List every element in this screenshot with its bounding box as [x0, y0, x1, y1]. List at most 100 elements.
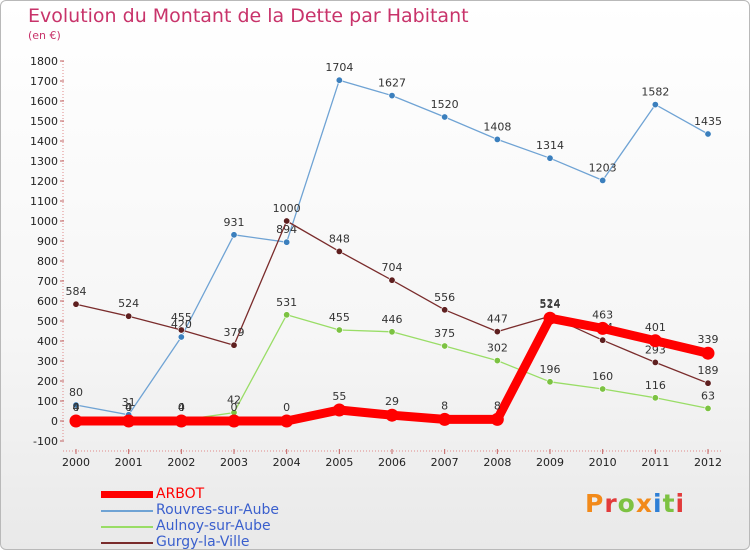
series-line-gurgy-la-ville — [75, 220, 709, 384]
data-point — [490, 412, 504, 426]
y-tick-label: 700 — [37, 275, 58, 288]
data-point — [388, 92, 396, 100]
y-tick-label: 300 — [37, 355, 58, 368]
data-point — [493, 135, 501, 143]
series-line-rouvres-sur-aube — [75, 79, 709, 416]
y-tick-label: 1600 — [30, 95, 58, 108]
data-label: 29 — [385, 395, 399, 408]
data-label: 1408 — [483, 120, 511, 133]
legend-label: ARBOT — [156, 486, 205, 502]
data-point — [283, 311, 291, 319]
y-tick-label: -100 — [33, 435, 58, 448]
legend-label: Aulnoy-sur-Aube — [156, 518, 271, 534]
data-point — [335, 76, 343, 84]
data-point — [72, 300, 80, 308]
data-point — [441, 113, 449, 121]
data-label: 1627 — [378, 77, 406, 90]
data-label: 0 — [283, 401, 290, 414]
data-label: 531 — [276, 296, 297, 309]
data-label: 196 — [540, 363, 561, 376]
data-point — [174, 414, 188, 428]
data-label: 4 — [178, 401, 185, 414]
logo-letter: x — [635, 489, 653, 518]
x-tick-label: 2004 — [273, 456, 301, 469]
data-point — [125, 312, 133, 320]
y-tick-label: 1300 — [30, 155, 58, 168]
data-point — [227, 414, 241, 428]
y-tick-label: 400 — [37, 335, 58, 348]
data-point — [701, 346, 715, 360]
data-point — [332, 403, 346, 417]
data-point — [441, 306, 449, 314]
data-label: 514 — [540, 298, 561, 311]
data-label: 556 — [434, 291, 455, 304]
y-tick-label: 100 — [37, 395, 58, 408]
data-label: 0 — [125, 401, 132, 414]
data-point — [438, 412, 452, 426]
data-label: 302 — [487, 342, 508, 355]
data-label: 420 — [171, 318, 192, 331]
data-label: 42 — [227, 394, 241, 407]
legend-swatch — [101, 491, 153, 498]
legend-label: Gurgy-la-Ville — [156, 534, 250, 550]
data-label: 524 — [118, 297, 139, 310]
data-point — [704, 379, 712, 387]
data-label: 63 — [701, 389, 715, 402]
data-point — [546, 154, 554, 162]
data-label: 55 — [332, 390, 346, 403]
data-point — [651, 101, 659, 109]
proxiti-logo: Proxiti — [585, 489, 685, 518]
chart-title: Evolution du Montant de la Dette par Hab… — [28, 5, 469, 27]
data-point — [493, 357, 501, 365]
data-label: 80 — [69, 386, 83, 399]
logo-letter: i — [653, 489, 663, 518]
data-point — [335, 247, 343, 255]
data-label: 584 — [66, 285, 87, 298]
y-tick-label: 1700 — [30, 75, 58, 88]
data-point — [69, 414, 83, 428]
series-gurgy-la-ville: 5845244553791000848704556447524404293189 — [66, 202, 719, 387]
legend-label: Rouvres-sur-Aube — [156, 502, 279, 518]
data-point — [546, 378, 554, 386]
data-label: 1582 — [641, 86, 669, 99]
data-label: 1203 — [589, 161, 617, 174]
data-label: 339 — [698, 333, 719, 346]
data-label: 4 — [125, 401, 132, 414]
data-point — [72, 401, 80, 409]
data-label: 8 — [441, 399, 448, 412]
data-label: 8 — [494, 399, 501, 412]
series-aulnoy-sur-aube: 4 4 4 42 531 455 446 375 302 196 160 116 63 — [73, 296, 715, 424]
y-tick-label: 1200 — [30, 175, 58, 188]
y-tick-label: 0 — [51, 415, 58, 428]
data-point — [651, 358, 659, 366]
data-point — [388, 276, 396, 284]
data-point — [177, 326, 185, 334]
data-point — [230, 231, 238, 239]
legend-swatch — [101, 526, 153, 528]
x-tick-label: 2011 — [641, 456, 669, 469]
data-label: 1435 — [694, 115, 722, 128]
y-tick-label: 1400 — [30, 135, 58, 148]
data-label: 189 — [698, 364, 719, 377]
data-label: 116 — [645, 379, 666, 392]
y-tick-label: 1000 — [30, 215, 58, 228]
data-point — [441, 342, 449, 350]
data-label: 401 — [645, 321, 666, 334]
data-point — [651, 394, 659, 402]
data-point — [704, 130, 712, 138]
data-label: 4 — [73, 401, 80, 414]
y-tick-label: 1500 — [30, 115, 58, 128]
logo-letter: i — [675, 489, 686, 518]
logo-letter: P — [585, 489, 605, 518]
data-point — [177, 333, 185, 341]
x-tick-label: 2000 — [62, 456, 90, 469]
y-tick-label: 500 — [37, 315, 58, 328]
data-label: 455 — [171, 311, 192, 324]
data-label: 31 — [122, 396, 136, 409]
data-label: 931 — [224, 216, 245, 229]
data-label: 524 — [540, 297, 561, 310]
legend-swatch — [101, 510, 153, 512]
y-tick-label: 800 — [37, 255, 58, 268]
